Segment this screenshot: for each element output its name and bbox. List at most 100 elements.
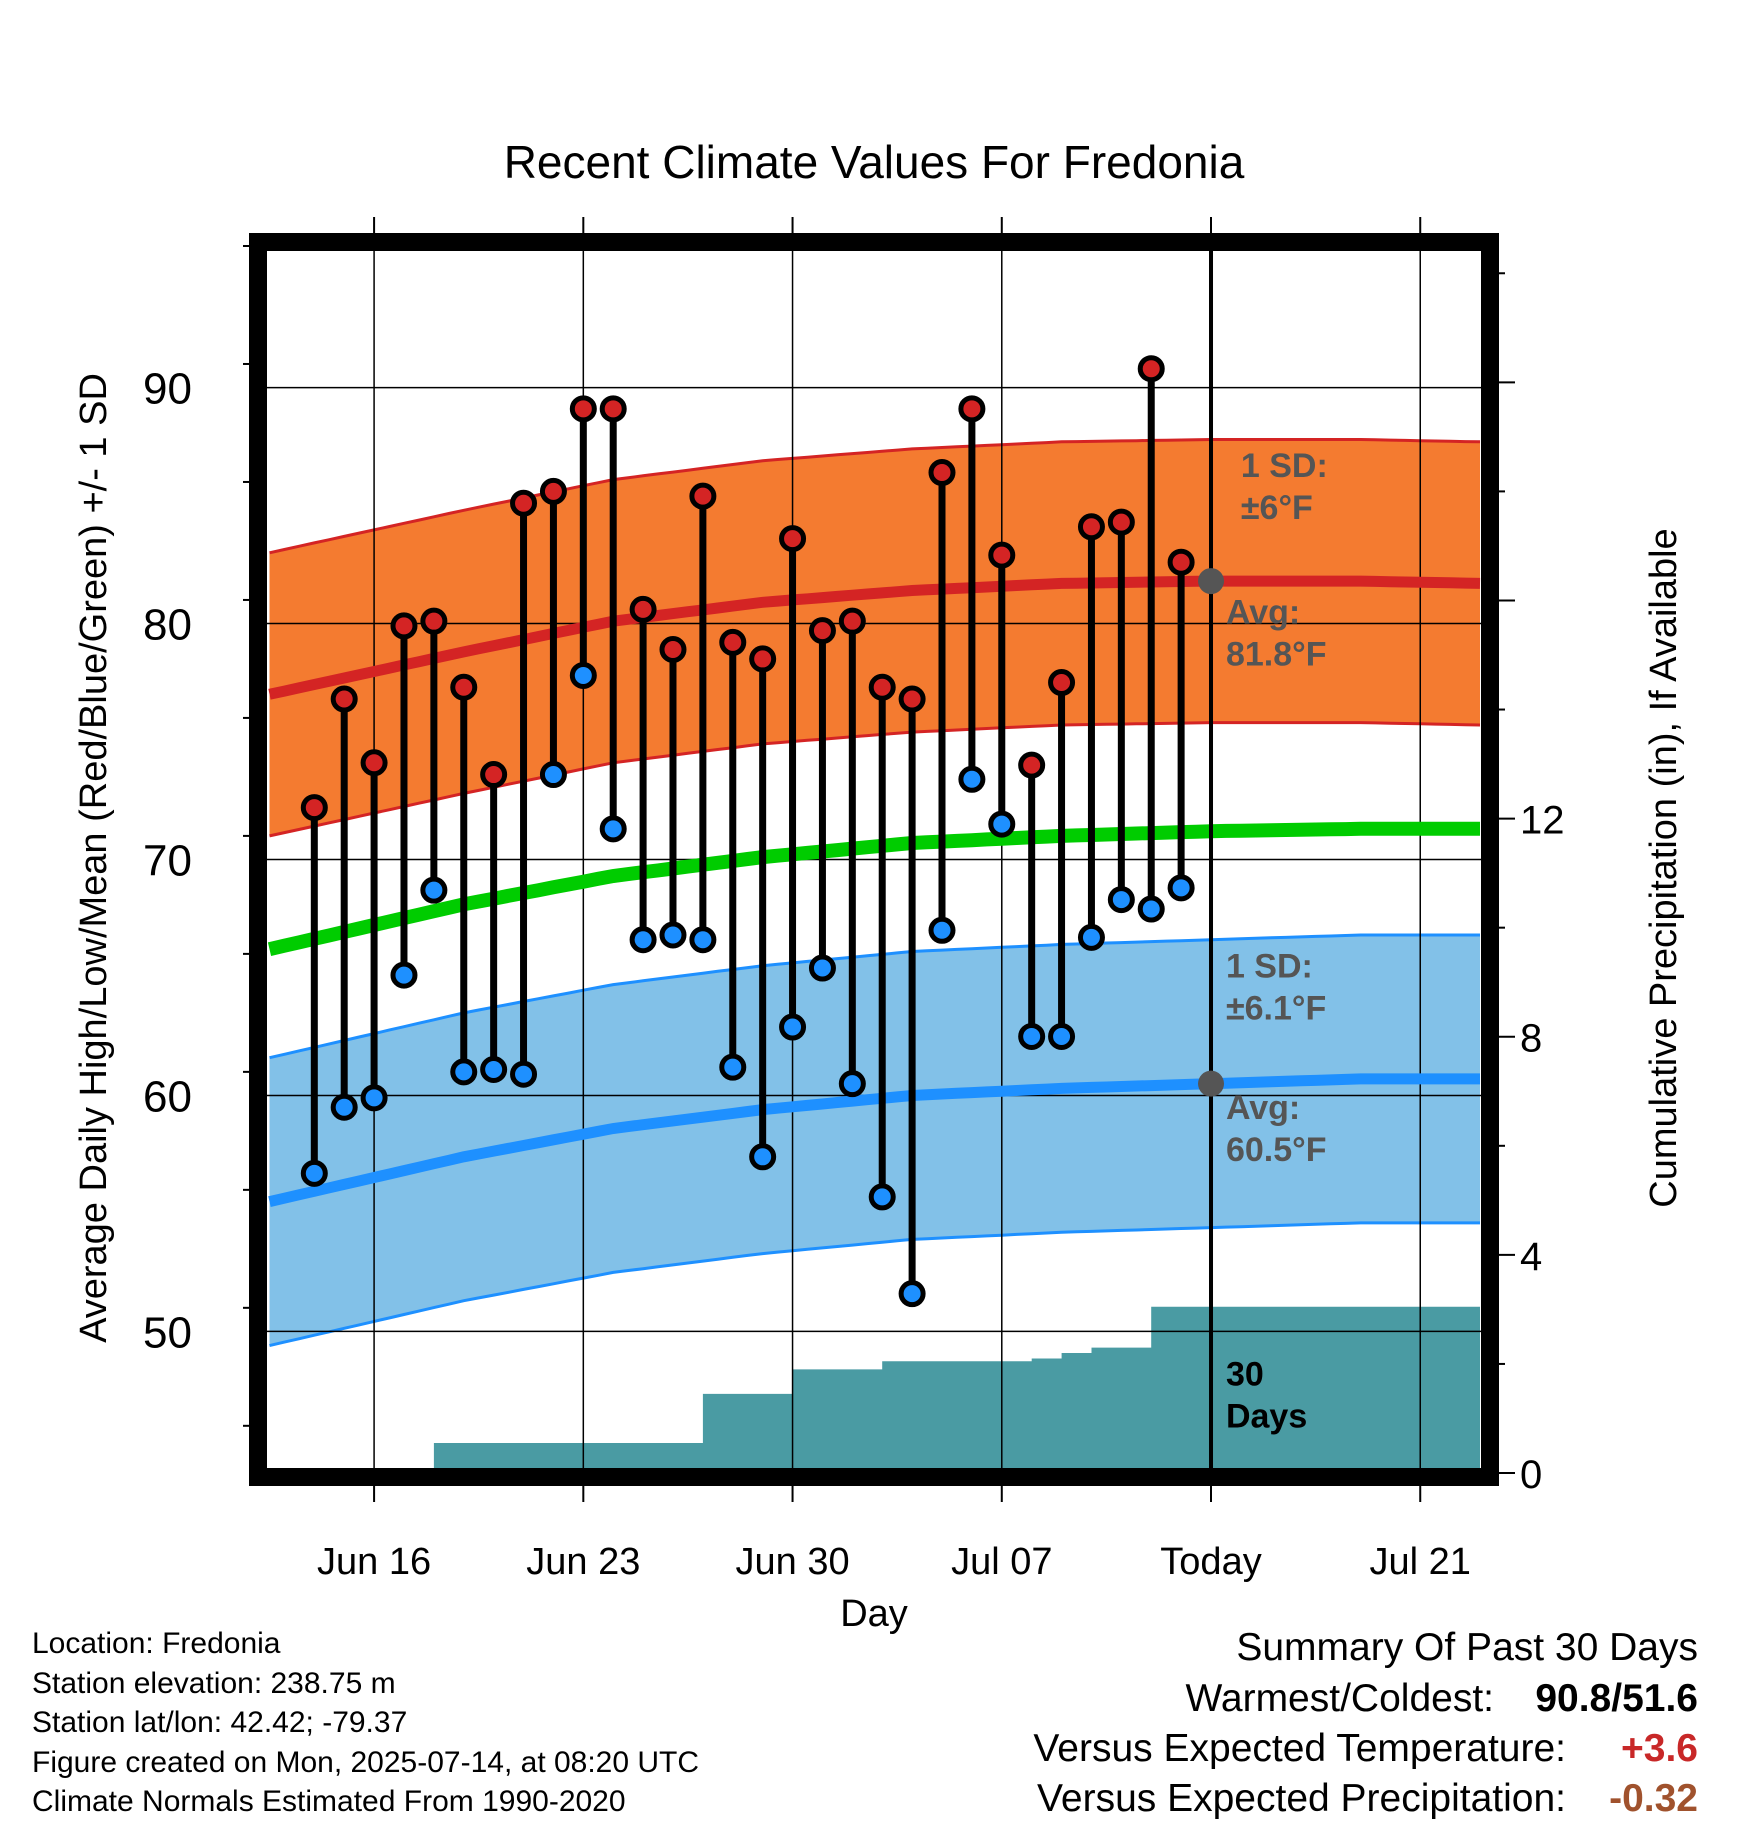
- summary-panel: Summary Of Past 30 Days Warmest/Coldest:…: [1033, 1626, 1698, 1820]
- daily-low-point-19: [868, 1183, 896, 1211]
- daily-low-point-17: [808, 954, 836, 982]
- footer-elevation: Station elevation: 238.75 m: [32, 1667, 396, 1700]
- daily-high-point-10: [599, 395, 627, 423]
- high-sd-annotation-line-1: ±6°F: [1241, 489, 1313, 527]
- daily-high-point-19: [868, 673, 896, 701]
- daily-high-point-6: [480, 761, 508, 789]
- daily-high-point-2: [360, 749, 388, 777]
- footer-latlon: Station lat/lon: 42.42; -79.37: [32, 1706, 407, 1739]
- daily-low-point-25: [1048, 1022, 1076, 1050]
- plot-content: 1 SD: ±6°F Avg: 81.8°F 1 SD: ±6.1°F Avg: 60.5°F…: [262, 246, 1486, 1473]
- footer-normals: Climate Normals Estimated From 1990-2020: [32, 1785, 626, 1818]
- daily-low-point-9: [569, 661, 597, 689]
- low-sd-lower-edge: [269, 1221, 1480, 1348]
- daily-high-point-13: [689, 482, 717, 510]
- daily-high-point-17: [808, 617, 836, 645]
- precip-area: [269, 1306, 1480, 1473]
- x-tick-label-4: Today: [1160, 1541, 1261, 1583]
- y-right-tick-label-1: 4: [1520, 1235, 1542, 1279]
- normal-mean-line: [267, 821, 1480, 957]
- daily-high-point-14: [719, 628, 747, 656]
- low-avg-annotation-line-0: Avg:: [1226, 1089, 1300, 1127]
- chart-title: Recent Climate Values For Fredonia: [504, 136, 1245, 188]
- low-sd-annotation-line-1: ±6.1°F: [1226, 989, 1326, 1027]
- y-left-tick-label-3: 80: [143, 601, 192, 650]
- summary-precip-label: Versus Expected Precipitation:: [1037, 1777, 1566, 1820]
- high-sd-band: [269, 439, 1480, 836]
- summary-warm-cold-label: Warmest/Coldest:: [1186, 1677, 1494, 1720]
- today-high-avg-marker: [1198, 568, 1225, 595]
- daily-low-point-7: [510, 1060, 538, 1088]
- today-low-avg-marker: [1198, 1070, 1225, 1097]
- daily-low-point-1: [330, 1093, 358, 1121]
- y-left-tick-label-4: 90: [143, 365, 192, 414]
- daily-low-point-22: [958, 765, 986, 793]
- daily-high-point-27: [1107, 508, 1135, 536]
- daily-high-point-3: [390, 612, 418, 640]
- plot-frame: [249, 233, 1499, 1486]
- x-tick-label-0: Jun 16: [317, 1541, 431, 1583]
- plot-area: 1 SD: ±6°F Avg: 81.8°F 1 SD: ±6.1°F Avg: 60.5°F…: [143, 217, 1565, 1583]
- footer-info: Location: Fredonia Station elevation: 23…: [32, 1627, 699, 1818]
- daily-high-point-25: [1048, 669, 1076, 697]
- high-avg-annotation-line-1: 81.8°F: [1226, 636, 1327, 674]
- daily-high-point-9: [569, 395, 597, 423]
- high-sd-annotation-line-0: 1 SD:: [1241, 447, 1328, 485]
- y-left-tick-label-2: 70: [143, 837, 192, 886]
- x-tick-label-5: Jul 21: [1370, 1541, 1471, 1583]
- low-sd-upper-edge: [269, 933, 1480, 1060]
- x-tick-label-2: Jun 30: [736, 1541, 850, 1583]
- daily-high-point-1: [330, 685, 358, 713]
- daily-low-point-5: [450, 1058, 478, 1086]
- daily-high-point-0: [300, 794, 328, 822]
- daily-low-point-18: [838, 1070, 866, 1098]
- daily-low-point-26: [1077, 923, 1105, 951]
- x-tick-label-1: Jun 23: [526, 1541, 640, 1583]
- daily-low-point-13: [689, 926, 717, 954]
- footer-created: Figure created on Mon, 2025-07-14, at 08…: [32, 1746, 699, 1779]
- x-tick-label-3: Jul 07: [951, 1541, 1052, 1583]
- summary-temp-label: Versus Expected Temperature:: [1033, 1727, 1566, 1770]
- y-axis-left-label: Average Daily High/Low/Mean (Red/Blue/Gr…: [73, 373, 115, 1343]
- daily-high-point-23: [988, 541, 1016, 569]
- daily-low-point-12: [659, 921, 687, 949]
- daily-low-point-6: [480, 1056, 508, 1084]
- daily-high-point-5: [450, 673, 478, 701]
- daily-low-point-2: [360, 1084, 388, 1112]
- footer-location: Location: Fredonia: [32, 1627, 281, 1660]
- low-avg-annotation-line-1: 60.5°F: [1226, 1131, 1327, 1169]
- daily-low-point-27: [1107, 886, 1135, 914]
- daily-low-point-11: [629, 926, 657, 954]
- daily-high-point-24: [1018, 751, 1046, 779]
- daily-low-point-4: [420, 876, 448, 904]
- daily-low-point-28: [1137, 895, 1165, 923]
- axis-ticks: 50 60 70 80 90 0 4 8 12 Jun 16 Jun 23 Jun 30 Jul 07 T…: [143, 217, 1565, 1583]
- daily-high-point-21: [928, 459, 956, 487]
- normal-high-line: [268, 575, 1481, 700]
- daily-high-point-28: [1137, 355, 1165, 383]
- days-annotation-line-0: 30: [1226, 1356, 1264, 1394]
- daily-low-point-20: [898, 1280, 926, 1308]
- daily-high-point-16: [779, 525, 807, 553]
- low-sd-annotation-line-0: 1 SD:: [1226, 947, 1313, 985]
- daily-low-point-8: [539, 761, 567, 789]
- daily-high-point-12: [659, 635, 687, 663]
- daily-high-point-7: [510, 489, 538, 517]
- daily-low-point-24: [1018, 1022, 1046, 1050]
- daily-high-point-8: [539, 477, 567, 505]
- daily-high-point-29: [1167, 548, 1195, 576]
- daily-low-point-10: [599, 815, 627, 843]
- daily-high-point-20: [898, 685, 926, 713]
- y-right-tick-label-2: 8: [1520, 1017, 1542, 1061]
- y-left-tick-label-0: 50: [143, 1308, 192, 1357]
- daily-high-point-22: [958, 395, 986, 423]
- daily-high-point-4: [420, 607, 448, 635]
- y-right-tick-label-3: 12: [1520, 799, 1565, 843]
- y-axis-right-label: Cumulative Precipitation (in), If Availa…: [1643, 528, 1685, 1207]
- daily-high-point-11: [629, 595, 657, 623]
- daily-low-point-3: [390, 961, 418, 989]
- normal-low-line: [268, 1073, 1480, 1207]
- summary-warm-cold-value: 90.8/51.6: [1535, 1677, 1698, 1720]
- daily-low-point-23: [988, 810, 1016, 838]
